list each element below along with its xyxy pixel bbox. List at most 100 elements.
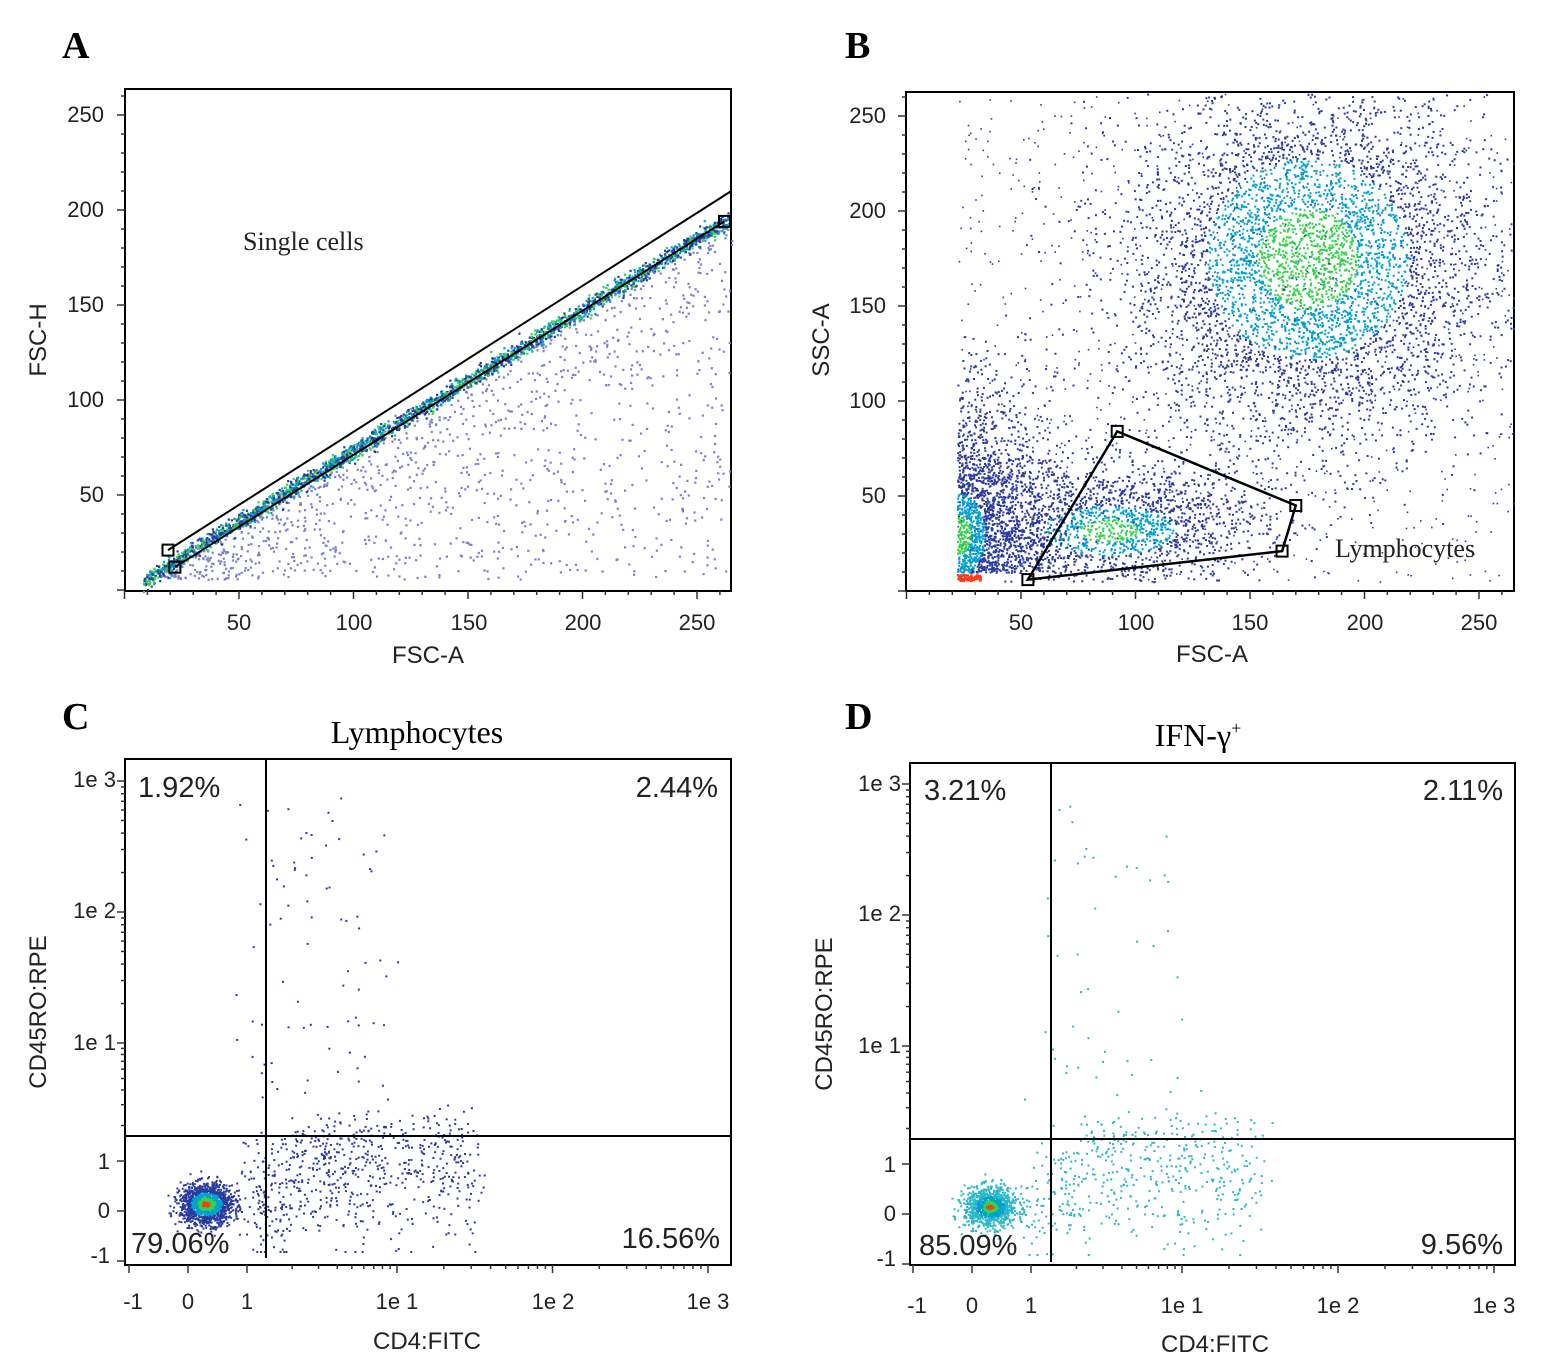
event-dot bbox=[478, 404, 481, 407]
event-dot bbox=[342, 451, 345, 454]
event-dot bbox=[541, 364, 544, 367]
event-dot bbox=[715, 337, 719, 341]
event-dot bbox=[262, 516, 265, 519]
event-dot bbox=[345, 460, 348, 463]
event-dot bbox=[244, 560, 248, 563]
event-dot bbox=[520, 427, 523, 430]
event-dot bbox=[724, 237, 727, 240]
event-dot bbox=[1328, 434, 1331, 437]
gate-handle-a-1[interactable] bbox=[161, 543, 175, 557]
event-dot bbox=[402, 419, 405, 422]
event-dot bbox=[1270, 207, 1273, 210]
event-dot bbox=[556, 334, 559, 337]
event-dot bbox=[320, 467, 323, 471]
event-dot bbox=[1471, 416, 1474, 419]
event-dot bbox=[1169, 336, 1171, 339]
event-dot bbox=[1239, 276, 1242, 279]
event-dot bbox=[617, 291, 620, 295]
event-dot bbox=[201, 574, 204, 577]
event-dot bbox=[604, 298, 607, 301]
event-dot bbox=[380, 428, 383, 431]
event-dot bbox=[687, 282, 690, 285]
event-dot bbox=[395, 506, 398, 509]
event-dot bbox=[553, 320, 556, 323]
event-dot bbox=[214, 532, 217, 535]
event-dot bbox=[334, 476, 337, 479]
event-dot bbox=[657, 270, 660, 273]
event-dot bbox=[1410, 394, 1413, 396]
event-dot bbox=[143, 577, 146, 580]
event-dot bbox=[708, 357, 711, 360]
event-dot bbox=[1323, 280, 1326, 283]
event-dot bbox=[728, 371, 731, 374]
event-dot bbox=[478, 363, 481, 366]
event-dot bbox=[410, 412, 413, 415]
event-dot bbox=[1374, 333, 1377, 336]
event-dot bbox=[1303, 186, 1305, 189]
event-dot bbox=[256, 506, 259, 509]
event-dot bbox=[1444, 196, 1447, 199]
gate-handle-a-3[interactable] bbox=[717, 214, 731, 228]
event-dot bbox=[1424, 331, 1427, 334]
event-dot bbox=[467, 473, 470, 476]
event-dot bbox=[1307, 160, 1310, 163]
event-dot bbox=[350, 482, 353, 486]
event-dot bbox=[563, 314, 567, 317]
event-dot bbox=[470, 377, 473, 380]
event-dot bbox=[592, 305, 595, 308]
event-dot bbox=[655, 266, 658, 269]
event-dot bbox=[625, 285, 629, 288]
event-dot bbox=[706, 232, 709, 235]
event-dot bbox=[1302, 173, 1304, 176]
event-dot bbox=[1333, 128, 1335, 131]
event-dot bbox=[576, 308, 580, 311]
event-dot bbox=[1193, 254, 1196, 257]
event-dot bbox=[1315, 308, 1318, 311]
event-dot bbox=[1190, 252, 1192, 255]
event-dot bbox=[711, 484, 714, 487]
event-dot bbox=[335, 457, 338, 460]
event-dot bbox=[449, 389, 452, 392]
event-dot bbox=[578, 319, 581, 322]
event-dot bbox=[688, 339, 691, 343]
event-dot bbox=[1293, 137, 1296, 139]
event-dot bbox=[278, 522, 281, 525]
event-dot bbox=[1252, 276, 1255, 279]
event-dot bbox=[574, 373, 577, 377]
event-dot bbox=[197, 538, 200, 542]
event-dot bbox=[540, 343, 543, 346]
event-dot bbox=[162, 563, 165, 566]
event-dot bbox=[590, 299, 593, 302]
event-dot bbox=[337, 474, 340, 477]
gate-handle-a-2[interactable] bbox=[168, 560, 182, 574]
event-dot bbox=[519, 346, 522, 349]
event-dot bbox=[715, 232, 719, 235]
event-dot bbox=[1479, 400, 1482, 403]
event-dot bbox=[364, 538, 367, 542]
event-dot bbox=[668, 276, 671, 279]
event-dot bbox=[197, 547, 200, 550]
event-dot bbox=[546, 334, 550, 337]
event-dot bbox=[1368, 150, 1371, 153]
event-dot bbox=[543, 416, 546, 419]
event-dot bbox=[464, 488, 467, 491]
event-dot bbox=[714, 373, 717, 376]
event-dot bbox=[540, 330, 543, 333]
event-dot bbox=[572, 313, 575, 316]
event-dot bbox=[439, 431, 442, 434]
event-dot bbox=[465, 433, 468, 436]
event-dot bbox=[200, 537, 204, 540]
event-dot bbox=[153, 582, 156, 585]
event-dot bbox=[665, 302, 668, 305]
event-dot bbox=[1272, 154, 1275, 157]
event-dot bbox=[409, 486, 412, 489]
event-dot bbox=[1218, 365, 1221, 368]
event-dot bbox=[177, 576, 180, 579]
event-dot bbox=[692, 294, 695, 297]
event-dot bbox=[1188, 368, 1191, 371]
event-dot bbox=[509, 410, 512, 413]
event-dot bbox=[1323, 249, 1326, 251]
event-dot bbox=[676, 374, 679, 377]
event-dot bbox=[1415, 258, 1418, 261]
event-dot bbox=[725, 224, 729, 227]
